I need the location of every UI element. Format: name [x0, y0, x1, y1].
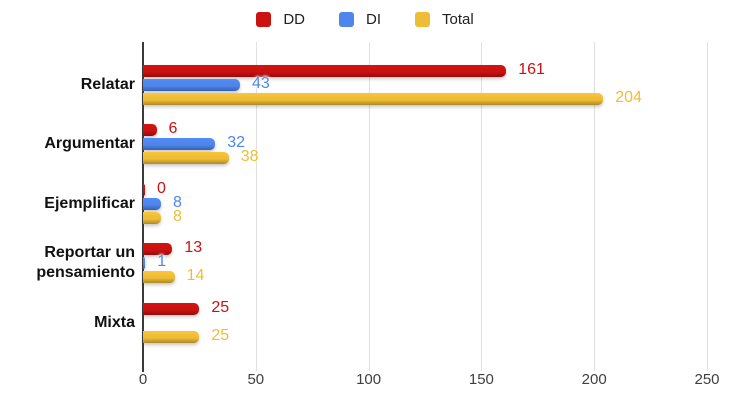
- value-label-dd-ejemplificar: 0: [157, 179, 166, 197]
- gridline-50: [255, 42, 257, 371]
- bar-total-relatar: [143, 93, 604, 105]
- bar-di-reportar-un-pensamiento: [143, 257, 146, 270]
- x-axis: 0 50 100 150 200 250: [0, 371, 730, 393]
- gridline-150: [481, 42, 483, 371]
- value-label-di-ejemplificar: 8: [173, 193, 182, 211]
- bar-di-argumentar: [143, 138, 216, 151]
- legend-label-total: Total: [441, 10, 474, 28]
- x-tick-label-150: 150: [468, 371, 494, 388]
- value-label-di-reportar-un-pensamiento: 1: [157, 253, 167, 271]
- gridline-100: [368, 42, 370, 371]
- value-label-total-relatar: 204: [615, 89, 642, 106]
- category-label-reportar-un-pensamiento: Reportar un pensamiento: [36, 244, 135, 282]
- x-tick-label-250: 250: [694, 371, 720, 388]
- value-label-total-ejemplificar: 8: [173, 207, 182, 225]
- bar-total-reportar-un-pensamiento: [143, 271, 175, 284]
- bar-dd-reportar-un-pensamiento: [143, 243, 173, 256]
- bar-dd-ejemplificar: [143, 183, 145, 196]
- value-label-total-mixta: 25: [211, 326, 230, 344]
- value-label-dd-reportar-un-pensamiento: 13: [184, 239, 203, 257]
- legend-item-dd: DD: [256, 10, 305, 28]
- legend-swatch-total: [414, 11, 430, 27]
- bar-dd-mixta: [143, 302, 200, 315]
- x-tick-label-100: 100: [356, 371, 382, 388]
- bar-di-relatar: [143, 79, 240, 91]
- bar-dd-argumentar: [143, 124, 157, 137]
- chart-legend: DD DI Total: [0, 7, 730, 31]
- legend-swatch-dd: [256, 11, 272, 27]
- value-label-dd-mixta: 25: [211, 298, 230, 316]
- value-label-total-argumentar: 38: [240, 148, 259, 166]
- bar-di-ejemplificar: [143, 197, 162, 210]
- legend-label-di: DI: [365, 10, 381, 28]
- category-label-mixta: Mixta: [94, 313, 135, 331]
- gridline-200: [594, 42, 596, 371]
- x-tick-label-50: 50: [247, 371, 265, 388]
- bar-total-ejemplificar: [143, 211, 162, 224]
- value-label-di-relatar: 43: [252, 75, 270, 92]
- plot-area: 161 43 204 6 32 38 0 8 8 13 1 14 25 25: [142, 42, 708, 372]
- category-label-ejemplificar: Ejemplificar: [44, 194, 135, 212]
- value-label-di-argumentar: 32: [227, 134, 245, 152]
- category-axis: Relatar Argumentar Ejemplificar Reportar un…: [0, 0, 135, 418]
- category-label-argumentar: Argumentar: [44, 135, 135, 153]
- bar-total-argumentar: [143, 152, 229, 165]
- legend-item-total: Total: [414, 10, 474, 28]
- legend-item-di: DI: [338, 10, 381, 28]
- bar-dd-relatar: [143, 65, 507, 77]
- category-label-relatar: Relatar: [80, 76, 135, 93]
- value-label-dd-argumentar: 6: [168, 120, 178, 138]
- value-label-total-reportar-un-pensamiento: 14: [186, 267, 205, 285]
- x-tick-label-0: 0: [138, 371, 148, 388]
- legend-swatch-di: [338, 11, 354, 27]
- gridline-250: [707, 42, 708, 371]
- bar-total-mixta: [143, 330, 200, 343]
- x-tick-label-200: 200: [581, 371, 607, 388]
- value-label-dd-relatar: 161: [518, 61, 545, 78]
- legend-label-dd: DD: [283, 10, 305, 28]
